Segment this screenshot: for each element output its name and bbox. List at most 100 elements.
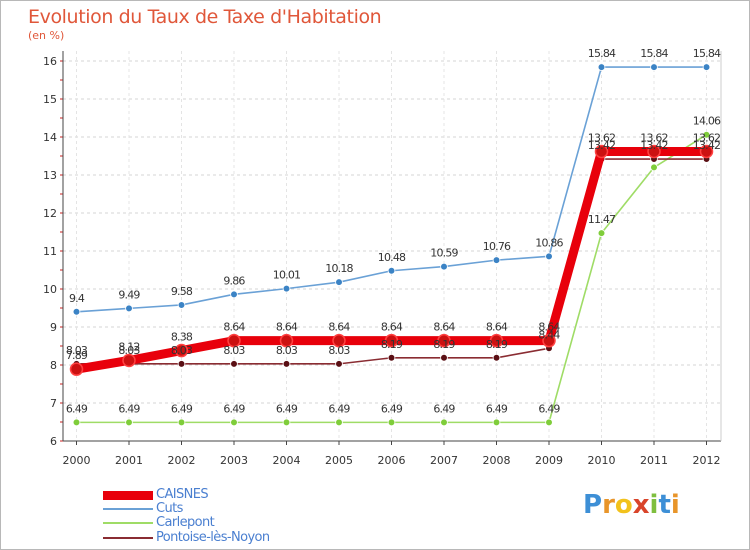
- data-point: [387, 266, 396, 275]
- x-tick-label: 2009: [535, 454, 563, 467]
- data-label: 8.38: [171, 331, 193, 344]
- logo-letter: i: [649, 490, 659, 520]
- data-point: [440, 262, 448, 271]
- data-label: 7.89: [66, 349, 88, 362]
- data-point: [177, 360, 186, 368]
- data-label: 6.49: [66, 402, 88, 415]
- data-point: [72, 418, 81, 427]
- data-point: [440, 353, 448, 362]
- data-point: [282, 360, 291, 368]
- data-label: 9.86: [223, 274, 245, 287]
- data-label: 6.49: [118, 402, 140, 415]
- legend-swatch-cuts: [103, 508, 153, 510]
- data-label: 10.01: [273, 269, 301, 282]
- data-label: 8.64: [276, 321, 298, 334]
- y-tick-label: 10: [43, 283, 57, 296]
- data-label: 6.49: [486, 402, 508, 415]
- data-point: [177, 301, 186, 309]
- x-tick-label: 2005: [325, 454, 353, 467]
- x-tick-label: 2003: [220, 454, 248, 467]
- data-point: [545, 418, 553, 427]
- x-tick-label: 2007: [430, 454, 458, 467]
- x-tick-label: 2012: [693, 454, 721, 467]
- y-tick-label: 7: [50, 397, 57, 410]
- y-tick-label: 6: [50, 435, 57, 448]
- data-label: 6.49: [538, 402, 560, 415]
- data-label: 10.48: [378, 251, 406, 264]
- data-label: 15.84: [640, 47, 668, 60]
- legend-item-carlepont: Carlepont: [103, 515, 363, 530]
- data-point: [597, 63, 606, 71]
- data-point: [699, 144, 714, 159]
- data-point: [492, 256, 501, 264]
- data-point: [437, 333, 451, 348]
- data-point: [69, 362, 84, 376]
- data-point: [489, 333, 504, 348]
- data-point: [177, 418, 186, 427]
- legend-label-carlepont: Carlepont: [156, 515, 215, 530]
- data-label: 13.42: [693, 139, 721, 152]
- data-point: [230, 290, 238, 299]
- x-tick-label: 2006: [378, 454, 406, 467]
- data-point: [335, 418, 343, 427]
- y-tick-label: 14: [43, 131, 57, 144]
- data-label: 6.49: [381, 402, 403, 415]
- y-tick-label: 11: [43, 245, 57, 258]
- data-point: [122, 353, 136, 368]
- logo-letter: o: [614, 490, 633, 520]
- data-point: [282, 418, 291, 427]
- y-tick-label: 9: [50, 321, 57, 334]
- data-label: 8.12: [118, 340, 139, 353]
- chart-title: Evolution du Taux de Taxe d'Habitation: [28, 6, 382, 28]
- y-tick-label: 16: [43, 55, 57, 68]
- legend-swatch-caisnes: [103, 491, 153, 500]
- legend-label-pontoise: Pontoise-lès-Noyon: [156, 530, 270, 545]
- data-label: 8.19: [381, 338, 403, 351]
- data-point: [227, 333, 241, 348]
- data-label: 8.03: [66, 344, 88, 357]
- data-label: 8.03: [328, 344, 350, 357]
- data-label: 8.64: [433, 321, 455, 334]
- data-point: [702, 63, 711, 71]
- data-point: [594, 144, 609, 159]
- data-label: 8.64: [223, 321, 245, 334]
- data-point: [650, 63, 658, 71]
- x-tick-label: 2002: [168, 454, 196, 467]
- data-label: 6.49: [328, 402, 350, 415]
- data-point: [335, 360, 343, 368]
- data-point: [72, 307, 81, 316]
- data-label: 6.49: [433, 402, 455, 415]
- data-label: 11.47: [588, 213, 616, 226]
- data-label: 13.62: [640, 131, 668, 144]
- y-tick-label: 15: [43, 93, 57, 106]
- data-point: [332, 333, 346, 348]
- data-label: 13.42: [640, 139, 668, 152]
- data-point: [702, 130, 711, 139]
- data-point: [545, 252, 553, 261]
- x-tick-label: 2001: [115, 454, 143, 467]
- data-point: [492, 353, 501, 362]
- data-point: [384, 333, 399, 348]
- data-point: [440, 418, 448, 427]
- x-tick-label: 2011: [640, 454, 668, 467]
- data-point: [230, 418, 238, 427]
- data-label: 6.49: [223, 402, 245, 415]
- data-point: [125, 304, 133, 313]
- data-label: 8.64: [328, 321, 350, 334]
- data-point: [125, 418, 133, 427]
- legend-item-caisnes: CAISNES: [103, 487, 363, 502]
- data-point: [492, 418, 501, 427]
- x-tick-label: 2010: [588, 454, 616, 467]
- legend-label-cuts: Cuts: [156, 501, 183, 516]
- data-label: 13.62: [588, 131, 616, 144]
- data-label: 8.19: [486, 338, 508, 351]
- data-label: 8.03: [276, 344, 298, 357]
- legend-item-cuts: Cuts: [103, 501, 363, 516]
- logo-letter: t: [658, 490, 671, 520]
- legend-item-pontoise: Pontoise-lès-Noyon: [103, 530, 363, 545]
- data-label: 10.59: [430, 247, 458, 260]
- y-tick-label: 13: [43, 169, 57, 182]
- legend-label-caisnes: CAISNES: [156, 487, 209, 502]
- proxiti-logo: Proxiti: [583, 490, 680, 520]
